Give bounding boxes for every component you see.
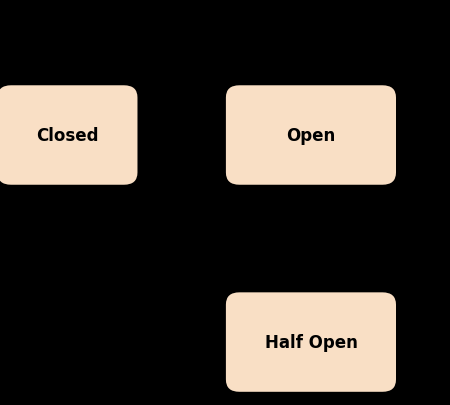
FancyBboxPatch shape bbox=[226, 86, 396, 185]
Text: Closed: Closed bbox=[36, 127, 99, 145]
FancyBboxPatch shape bbox=[0, 86, 138, 185]
FancyBboxPatch shape bbox=[226, 292, 396, 392]
Text: Open: Open bbox=[286, 127, 336, 145]
Text: Half Open: Half Open bbox=[265, 333, 357, 351]
